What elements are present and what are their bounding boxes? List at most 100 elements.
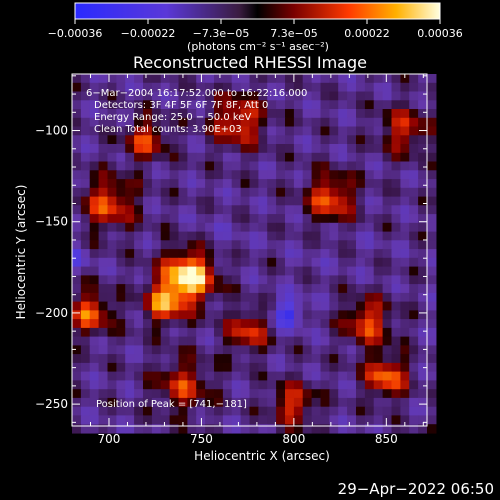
heatmap-cell	[356, 301, 366, 311]
heatmap-cell	[196, 179, 206, 189]
heatmap-cell	[249, 266, 259, 276]
heatmap-cell	[418, 354, 428, 364]
heatmap-cell	[338, 214, 348, 224]
heatmap-cell	[285, 362, 295, 373]
heatmap-cell	[364, 275, 375, 285]
heatmap-cell	[347, 292, 357, 303]
heatmap-cell	[347, 144, 357, 154]
heatmap-cell	[382, 327, 393, 338]
heatmap-cell	[196, 214, 206, 224]
heatmap-cell	[391, 406, 401, 417]
heatmap-cell	[320, 397, 330, 408]
heatmap-cell	[373, 292, 384, 303]
heatmap-cell	[134, 354, 144, 364]
heatmap-cell	[222, 135, 233, 145]
heatmap-cell	[89, 266, 100, 276]
heatmap-cell	[320, 170, 330, 180]
heatmap-cell	[391, 301, 401, 311]
heatmap-cell	[338, 196, 348, 206]
heatmap-cell	[347, 336, 357, 346]
colorbar-tick-label: 7.3e−05	[270, 27, 317, 40]
heatmap-cell	[391, 126, 401, 136]
heatmap-cell	[222, 380, 233, 390]
heatmap-cell	[205, 336, 215, 346]
heatmap-cell	[267, 152, 277, 163]
heatmap-cell	[427, 310, 437, 320]
heatmap-cell	[409, 231, 419, 241]
heatmap-cell	[134, 109, 144, 119]
heatmap-cell	[364, 284, 375, 294]
heatmap-cell	[143, 380, 153, 390]
heatmap-cell	[89, 301, 100, 311]
heatmap-cell	[160, 144, 171, 154]
heatmap-cell	[267, 284, 277, 294]
heatmap-cell	[231, 319, 242, 329]
heatmap-cell	[364, 187, 375, 198]
heatmap-cell	[160, 362, 171, 373]
heatmap-cell	[338, 406, 348, 417]
heatmap-cell	[347, 82, 357, 93]
heatmap-cell	[311, 301, 322, 311]
heatmap-cell	[169, 301, 180, 311]
heatmap-cell	[311, 406, 322, 417]
heatmap-cell	[169, 196, 180, 206]
heatmap-cell	[222, 319, 233, 329]
heatmap-cell	[205, 415, 215, 425]
heatmap-cell	[116, 397, 126, 408]
heatmap-cell	[258, 249, 268, 259]
heatmap-cell	[356, 249, 366, 259]
heatmap-cell	[240, 389, 251, 399]
heatmap-cell	[418, 135, 428, 145]
heatmap-cell	[356, 275, 366, 285]
heatmap-cell	[409, 424, 419, 434]
heatmap-cell	[107, 257, 117, 268]
heatmap-cell	[320, 231, 330, 241]
heatmap-cell	[151, 389, 162, 399]
heatmap-cell	[72, 135, 82, 145]
heatmap-cell	[143, 284, 153, 294]
heatmap-cell	[160, 100, 171, 110]
heatmap-cell	[98, 126, 109, 136]
heatmap-cell	[187, 354, 197, 364]
heatmap-cell	[240, 231, 251, 241]
heatmap-cell	[391, 170, 401, 180]
heatmap-cell	[143, 415, 153, 425]
heatmap-cell	[276, 406, 286, 417]
heatmap-cell	[151, 196, 162, 206]
heatmap-cell	[169, 161, 180, 171]
heatmap-cell	[373, 214, 384, 224]
heatmap-cell	[373, 354, 384, 364]
heatmap-cell	[382, 91, 393, 101]
heatmap-cell	[134, 100, 144, 110]
heatmap-cell	[329, 301, 339, 311]
heatmap-cell	[311, 284, 322, 294]
heatmap-cell	[125, 231, 135, 241]
heatmap-cell	[196, 362, 206, 373]
heatmap-cell	[143, 222, 153, 233]
heatmap-cell	[214, 284, 224, 294]
heatmap-cell	[400, 257, 410, 268]
heatmap-cell	[169, 284, 180, 294]
heatmap-cell	[143, 74, 153, 84]
heatmap-cell	[285, 301, 295, 311]
heatmap-cell	[240, 380, 251, 390]
heatmap-cell	[222, 406, 233, 417]
heatmap-cell	[258, 319, 268, 329]
heatmap-cell	[134, 301, 144, 311]
heatmap-cell	[293, 319, 304, 329]
heatmap-cell	[125, 319, 135, 329]
heatmap-cell	[276, 161, 286, 171]
heatmap-cell	[249, 284, 259, 294]
heatmap-cell	[80, 275, 91, 285]
heatmap-cell	[231, 161, 242, 171]
heatmap-cell	[258, 284, 268, 294]
heatmap-cell	[98, 100, 109, 110]
heatmap-cell	[178, 249, 188, 259]
heatmap-cell	[160, 82, 171, 93]
heatmap-cell	[98, 135, 109, 145]
heatmap-cell	[338, 389, 348, 399]
heatmap-cell	[311, 222, 322, 233]
heatmap-cell	[391, 109, 401, 119]
heatmap-cell	[347, 327, 357, 338]
